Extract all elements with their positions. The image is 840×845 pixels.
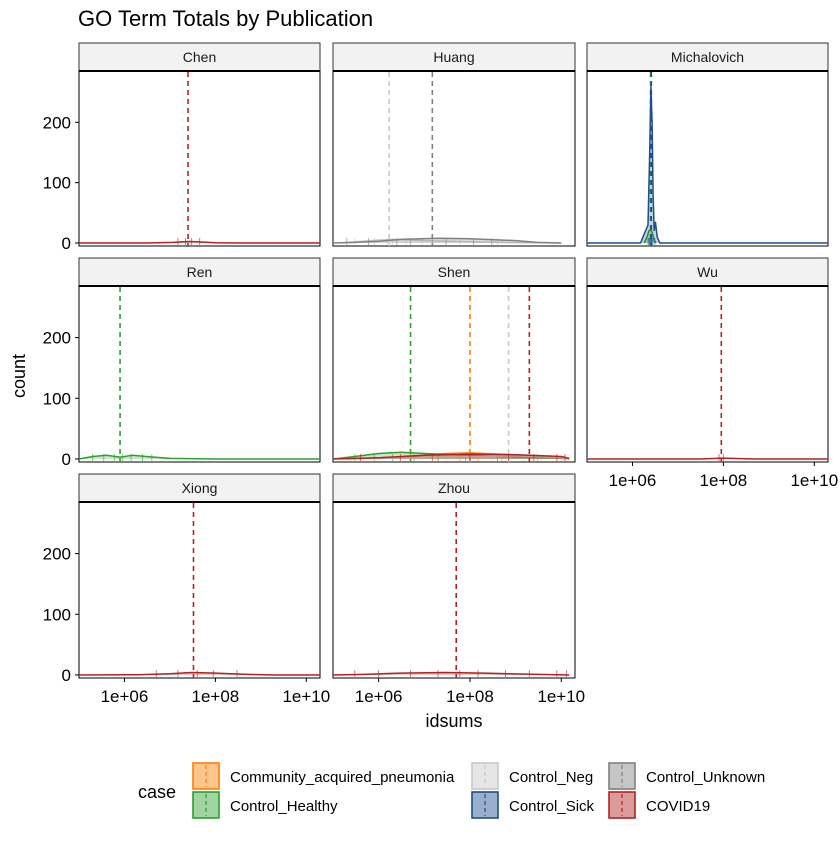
legend-label: COVID19 [646, 798, 710, 815]
y-tick-label: 0 [62, 234, 71, 253]
facet-strip [78, 42, 321, 72]
facet-huang: Huang [332, 42, 576, 247]
series-control-healthy [78, 287, 320, 462]
legend-label: Control_Unknown [646, 769, 765, 786]
facet-panel-border [586, 285, 829, 463]
legend-label: Control_Neg [509, 769, 593, 786]
facet-strip [78, 257, 321, 287]
facet-panel-border [78, 70, 321, 247]
x-tick-label: 1e+10 [537, 687, 585, 706]
y-tick-label: 100 [43, 174, 71, 193]
legend-entry-control-neg: Control_Neg [471, 762, 593, 790]
facet-strip-label: Ren [187, 264, 213, 280]
series-covid19 [587, 287, 828, 462]
facet-panel-border [332, 501, 576, 679]
x-axis-title: idsums [425, 711, 482, 731]
series-control-unknown [332, 72, 562, 246]
chart-title: GO Term Totals by Publication [78, 6, 373, 31]
facet-panel-border [332, 285, 576, 463]
legend-label: Community_acquired_pneumonia [230, 769, 455, 786]
legend-entry-control-healthy: Control_Healthy [192, 791, 338, 819]
density-line [332, 671, 570, 676]
x-tick-label: 1e+10 [282, 687, 330, 706]
facets: Chen 0 100 200 Huang Michalovich Ren 0 100 200 She… [43, 42, 838, 706]
y-tick-label: 200 [43, 545, 71, 564]
density-area [79, 672, 320, 675]
series-covid19 [78, 503, 320, 678]
y-tick-label: 0 [62, 666, 71, 685]
density-line [79, 240, 320, 244]
facet-strip-label: Shen [438, 264, 471, 280]
y-tick-label: 0 [62, 450, 71, 469]
legend-entry-control-unknown: Control_Unknown [608, 762, 765, 790]
facet-chen: Chen 0 100 200 [43, 42, 321, 253]
legend-entry-community-acquired-pneumonia: Community_acquired_pneumonia [192, 762, 455, 790]
x-tick-label: 1e+06 [101, 687, 149, 706]
facet-strip-label: Xiong [182, 480, 218, 496]
facet-strip-label: Chen [183, 49, 216, 65]
y-axis-title: count [9, 354, 29, 398]
series-covid19 [332, 503, 570, 678]
y-tick-label: 100 [43, 389, 71, 408]
facet-ren: Ren 0 100 200 [43, 257, 321, 469]
legend-label: Control_Healthy [230, 798, 338, 815]
facet-strip-label: Michalovich [671, 49, 744, 65]
facet-strip-label: Wu [697, 264, 718, 280]
y-tick-label: 200 [43, 329, 71, 348]
legend-label: Control_Sick [509, 798, 595, 815]
density-line [332, 237, 562, 244]
facet-strip [332, 42, 576, 72]
legend-entry-control-sick: Control_Sick [471, 791, 595, 819]
legend-title: case [138, 782, 176, 802]
facet-strip [586, 42, 829, 72]
facet-michalovich: Michalovich [586, 42, 829, 247]
x-tick-label: 1e+08 [700, 471, 748, 490]
density-line [346, 455, 570, 460]
facet-strip [332, 473, 576, 503]
facet-shen: Shen [332, 257, 576, 463]
facet-strip-label: Zhou [438, 480, 470, 496]
y-tick-label: 200 [43, 113, 71, 132]
legend-entry-covid19: COVID19 [608, 791, 710, 819]
density-line [78, 454, 320, 460]
facet-panel-border [332, 70, 576, 247]
facet-strip-label: Huang [433, 49, 474, 65]
density-line [78, 671, 320, 676]
legend: case Community_acquired_pneumonia Control… [138, 762, 765, 819]
facet-panel-border [78, 501, 321, 679]
density-line [332, 451, 570, 460]
facet-panel-border [78, 285, 321, 463]
series-control-neg [346, 287, 570, 462]
x-tick-label: 1e+10 [790, 471, 838, 490]
facet-strip [586, 257, 829, 287]
facet-panel-border [586, 70, 829, 247]
series-control-sick [587, 72, 828, 246]
x-tick-label: 1e+06 [355, 687, 403, 706]
facet-zhou: Zhou 1e+06 1e+08 1e+10 [332, 473, 585, 706]
facet-xiong: Xiong 0 100 200 1e+06 1e+08 1e+10 [43, 473, 330, 706]
x-tick-label: 1e+06 [609, 471, 657, 490]
facet-strip [78, 473, 321, 503]
y-tick-label: 100 [43, 605, 71, 624]
density-line [587, 86, 828, 244]
series-covid19 [79, 72, 320, 246]
x-tick-label: 1e+08 [446, 687, 494, 706]
facet-wu: Wu 1e+06 1e+08 1e+10 [586, 257, 838, 490]
series-covid19 [332, 287, 570, 462]
x-tick-label: 1e+08 [192, 687, 240, 706]
density-area [333, 238, 562, 243]
